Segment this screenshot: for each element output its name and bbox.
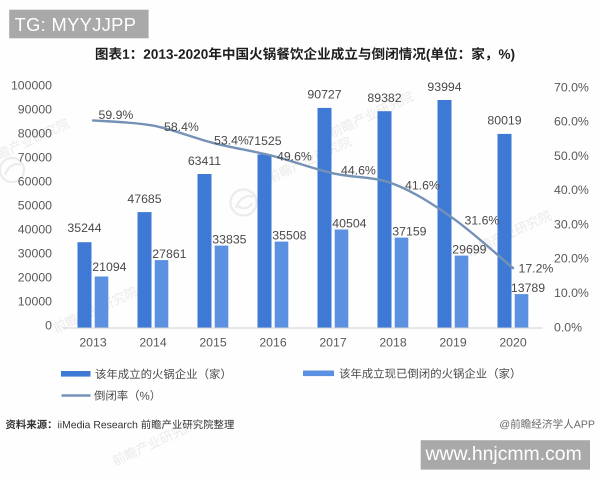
svg-text:2017: 2017 bbox=[319, 336, 347, 350]
svg-text:33835: 33835 bbox=[212, 232, 246, 246]
svg-text:50.0%: 50.0% bbox=[554, 149, 589, 163]
svg-text:20000: 20000 bbox=[18, 270, 52, 284]
svg-text:31.6%: 31.6% bbox=[465, 213, 500, 227]
svg-text:40.0%: 40.0% bbox=[554, 183, 589, 197]
svg-text:90727: 90727 bbox=[307, 88, 341, 102]
svg-text:59.9%: 59.9% bbox=[99, 108, 134, 122]
svg-text:TG: MYYJJPP: TG: MYYJJPP bbox=[15, 14, 137, 35]
svg-text:41.6%: 41.6% bbox=[405, 179, 440, 193]
svg-text:2019: 2019 bbox=[439, 336, 467, 350]
svg-text:17.2%: 17.2% bbox=[519, 261, 554, 275]
svg-text:2016: 2016 bbox=[259, 336, 287, 350]
svg-text:60.0%: 60.0% bbox=[554, 115, 589, 129]
svg-text:71525: 71525 bbox=[247, 134, 281, 148]
svg-text:93994: 93994 bbox=[427, 80, 461, 94]
svg-text:0: 0 bbox=[45, 318, 52, 332]
svg-text:37159: 37159 bbox=[392, 224, 426, 238]
svg-text:58.4%: 58.4% bbox=[164, 120, 199, 134]
svg-text:100000: 100000 bbox=[11, 78, 52, 92]
svg-text:89382: 89382 bbox=[367, 91, 401, 105]
svg-text:2020: 2020 bbox=[499, 336, 527, 350]
svg-text:29699: 29699 bbox=[452, 242, 486, 256]
svg-text:49.6%: 49.6% bbox=[277, 149, 312, 163]
svg-text:2013: 2013 bbox=[79, 336, 107, 350]
svg-text:27861: 27861 bbox=[152, 247, 186, 261]
svg-text:2015: 2015 bbox=[199, 336, 227, 350]
svg-text:80019: 80019 bbox=[487, 114, 521, 128]
svg-text:20.0%: 20.0% bbox=[554, 252, 589, 266]
svg-text:40504: 40504 bbox=[332, 216, 366, 230]
svg-text:30000: 30000 bbox=[18, 246, 52, 260]
svg-text:70000: 70000 bbox=[18, 150, 52, 164]
svg-text:10.0%: 10.0% bbox=[554, 286, 589, 300]
svg-text:90000: 90000 bbox=[18, 102, 52, 116]
svg-text:53.4%: 53.4% bbox=[214, 133, 249, 147]
svg-text:0.0%: 0.0% bbox=[554, 320, 582, 334]
svg-text:44.6%: 44.6% bbox=[341, 163, 376, 177]
svg-text:63411: 63411 bbox=[188, 154, 221, 168]
svg-text:2018: 2018 bbox=[379, 336, 407, 350]
svg-text:80000: 80000 bbox=[18, 126, 52, 140]
svg-text:10000: 10000 bbox=[18, 294, 52, 308]
svg-text:35244: 35244 bbox=[67, 221, 101, 235]
svg-text:13789: 13789 bbox=[511, 281, 545, 295]
svg-text:47685: 47685 bbox=[127, 192, 161, 206]
svg-text:2014: 2014 bbox=[139, 336, 167, 350]
svg-text:30.0%: 30.0% bbox=[554, 217, 589, 231]
svg-text:70.0%: 70.0% bbox=[554, 80, 589, 94]
svg-text:40000: 40000 bbox=[18, 222, 52, 236]
svg-text:21094: 21094 bbox=[92, 260, 126, 274]
svg-text:50000: 50000 bbox=[18, 198, 52, 212]
svg-text:www.hnjcmm.com: www.hnjcmm.com bbox=[425, 443, 582, 465]
svg-text:35508: 35508 bbox=[272, 228, 306, 242]
svg-text:60000: 60000 bbox=[18, 174, 52, 188]
